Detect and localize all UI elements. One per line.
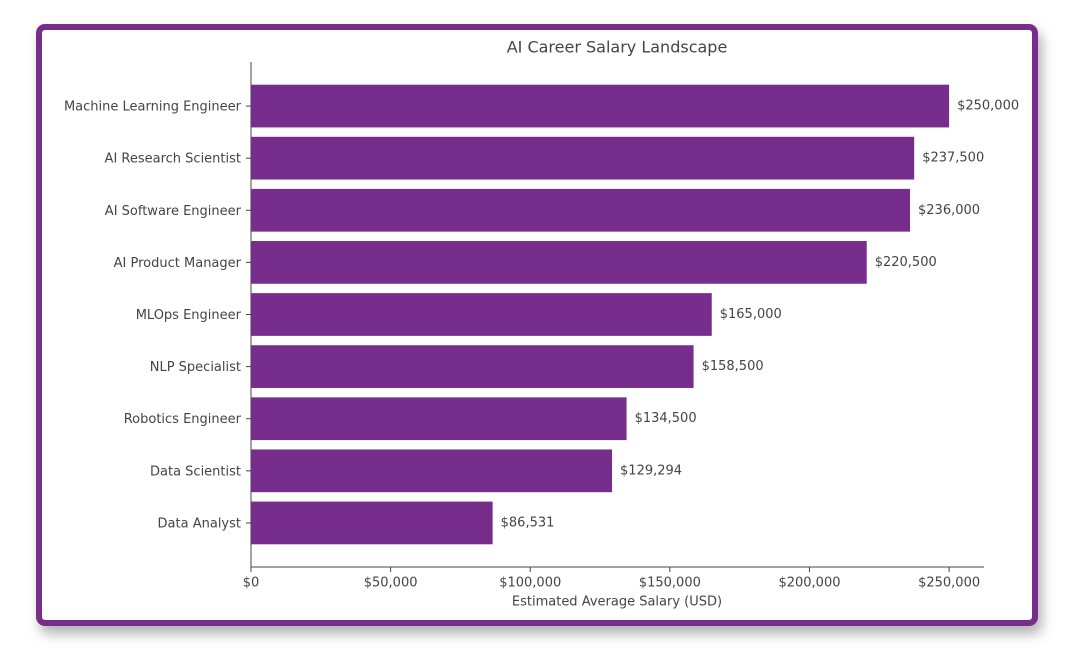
bar xyxy=(251,84,950,128)
value-label: $220,500 xyxy=(875,255,937,270)
y-tick-label: NLP Specialist xyxy=(150,360,241,375)
value-label: $134,500 xyxy=(635,411,697,426)
value-label: $86,531 xyxy=(501,515,555,530)
bar xyxy=(251,449,613,493)
value-label: $158,500 xyxy=(702,359,764,374)
y-tick-label: Machine Learning Engineer xyxy=(64,100,242,115)
x-tick-label: $100,000 xyxy=(499,576,561,591)
y-tick-label: AI Software Engineer xyxy=(105,204,242,219)
value-label: $237,500 xyxy=(922,151,984,166)
value-label: $250,000 xyxy=(957,99,1019,114)
bar xyxy=(251,241,867,284)
x-tick-label: $50,000 xyxy=(364,576,418,591)
bar xyxy=(251,345,694,388)
y-tick-label: AI Product Manager xyxy=(114,256,242,271)
value-label: $165,000 xyxy=(720,307,782,322)
y-tick-label: Robotics Engineer xyxy=(124,412,242,427)
y-tick-label: Data Scientist xyxy=(150,464,241,479)
value-label: $236,000 xyxy=(918,203,980,218)
value-label: $129,294 xyxy=(620,463,682,478)
bar xyxy=(251,397,627,441)
bar xyxy=(251,501,493,545)
x-tick-label: $150,000 xyxy=(639,576,701,591)
chart-title: AI Career Salary Landscape xyxy=(507,38,728,57)
x-axis-label: Estimated Average Salary (USD) xyxy=(512,595,722,610)
x-tick-label: $200,000 xyxy=(778,576,840,591)
bar xyxy=(251,136,915,180)
y-tick-label: MLOps Engineer xyxy=(136,308,242,323)
y-tick-label: Data Analyst xyxy=(158,516,241,531)
bar xyxy=(251,293,712,336)
x-tick-label: $0 xyxy=(243,576,260,591)
y-tick-label: AI Research Scientist xyxy=(105,152,241,167)
bar xyxy=(251,188,911,232)
x-tick-label: $250,000 xyxy=(918,576,980,591)
